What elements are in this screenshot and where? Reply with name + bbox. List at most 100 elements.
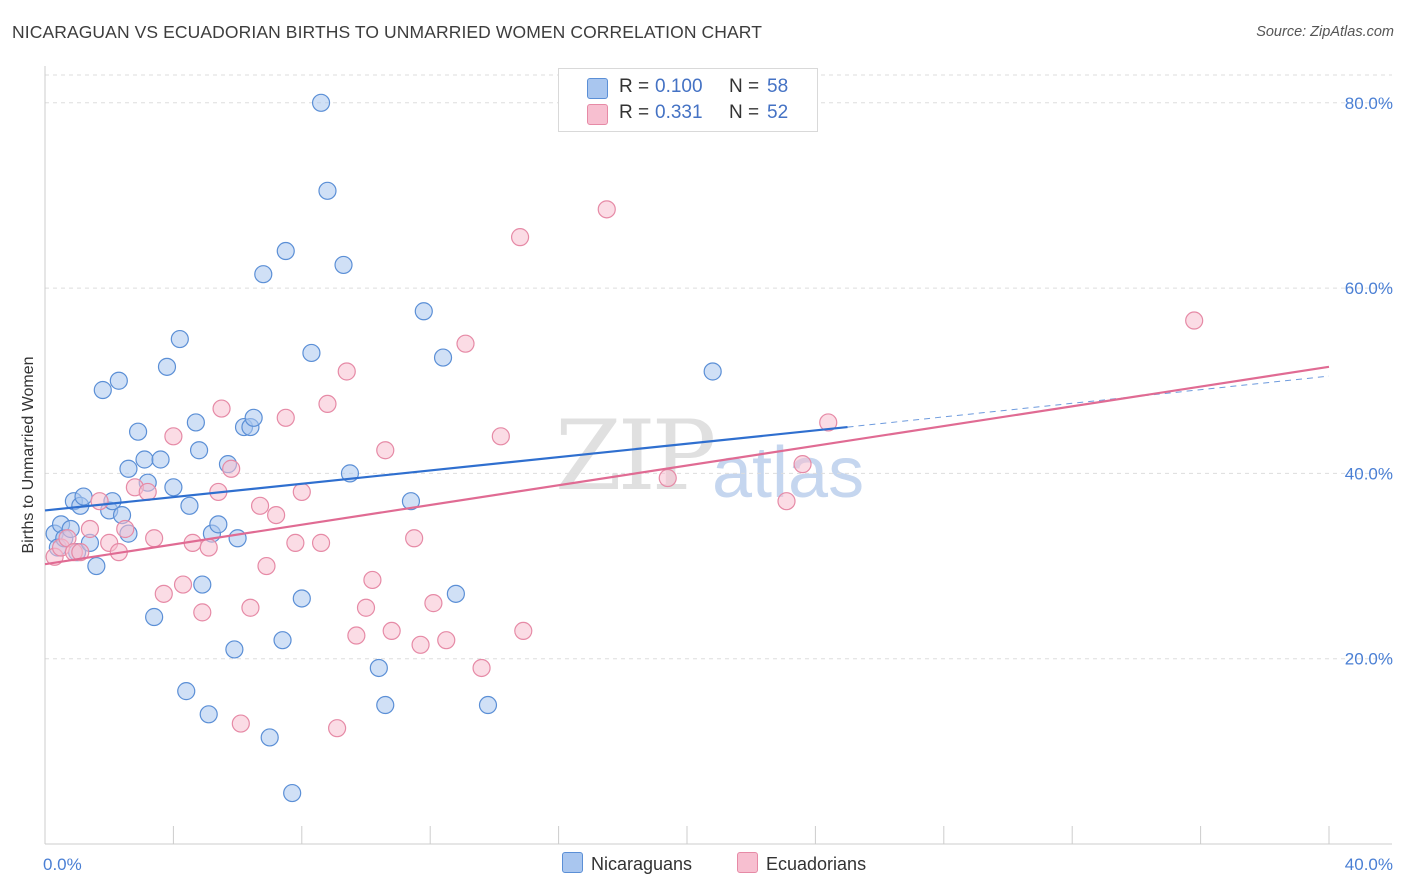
nicaraguan-point <box>276 241 295 261</box>
ecuadorian-point <box>116 519 135 539</box>
legend-n-value: 52 <box>767 102 789 123</box>
y-tick-label: 60.0% <box>1345 279 1393 298</box>
nicaraguan-point <box>225 640 244 659</box>
ecuadorian-point <box>145 529 164 548</box>
legend-row-nicaraguans: R = 0.100 N = 58 <box>559 75 817 101</box>
y-tick-label: 20.0% <box>1345 650 1393 669</box>
source-credit: Source: ZipAtlas.com <box>1256 24 1394 40</box>
ecuadorian-point <box>71 543 90 562</box>
nicaraguan-point <box>703 362 722 381</box>
ecuadorian-point <box>356 598 376 617</box>
nicaraguan-trend-line <box>44 425 848 512</box>
ecuadorian-point <box>658 468 677 488</box>
bottom-swatch-ecuadorians <box>737 852 758 873</box>
ecuadorian-point <box>257 556 276 576</box>
ecuadorian-point <box>437 631 456 650</box>
nicaraguan-point <box>244 408 263 427</box>
nicaraguan-point <box>254 265 273 284</box>
nicaraguan-point <box>311 93 331 112</box>
correlation-legend: R = 0.100 N = 58 R = 0.331 N = 52 <box>558 68 818 132</box>
nicaraguan-point <box>119 459 138 478</box>
ecuadorian-point <box>597 200 616 219</box>
bottom-legend-label: Nicaraguans <box>591 854 693 874</box>
y-tick-label: 80.0% <box>1345 94 1393 113</box>
nicaraguan-point <box>292 589 311 608</box>
ecuadorian-point <box>405 529 424 548</box>
nicaraguan-point <box>189 441 209 460</box>
ecuadorian-point <box>311 533 331 552</box>
nicaraguan-point <box>334 255 353 275</box>
nicaraguan-point <box>283 783 302 803</box>
nicaraguan-point <box>135 450 154 469</box>
ecuadorian-point <box>80 519 100 539</box>
bottom-legend-ecuadorians: Ecuadorians <box>737 852 866 875</box>
nicaraguan-point <box>199 705 218 724</box>
ecuadorian-point <box>514 621 533 641</box>
ecuadorian-point <box>138 482 157 502</box>
nicaraguan-point <box>128 422 148 441</box>
x-tick-label-start: 0.0% <box>43 855 82 874</box>
nicaraguan-point <box>414 302 433 321</box>
ecuadorian-point <box>241 598 260 617</box>
ecuadorian-point <box>424 594 443 613</box>
ecuadorian-point <box>250 496 270 515</box>
ecuadorian-point <box>328 719 347 738</box>
nicaraguan-point <box>164 478 183 497</box>
legend-n-label: N = <box>729 102 760 123</box>
nicaraguan-point <box>318 181 337 200</box>
ecuadorian-point <box>819 413 838 432</box>
nicaraguan-point <box>151 450 170 469</box>
legend-swatch-ecuadorians <box>587 104 608 125</box>
ecuadorian-trend-line <box>44 365 1330 566</box>
nicaraguan-point <box>478 695 498 715</box>
nicaraguan-point <box>401 492 421 511</box>
nicaraguan-point <box>87 556 106 576</box>
ecuadorian-point <box>472 658 491 678</box>
ecuadorian-point <box>292 482 311 502</box>
nicaraguan-point <box>109 371 128 390</box>
ecuadorian-point <box>491 427 510 446</box>
nicaraguan-point <box>157 357 177 376</box>
ecuadorian-point <box>90 492 109 511</box>
watermark-zip: ZIP <box>555 400 716 512</box>
nicaraguan-point <box>376 695 395 715</box>
ecuadorian-point <box>154 584 173 603</box>
ecuadorian-point <box>456 334 475 353</box>
nicaraguan-point <box>170 329 189 349</box>
x-tick-label-end: 40.0% <box>1345 855 1393 874</box>
nicaraguan-point <box>209 515 228 534</box>
legend-r-value: 0.100 <box>655 76 703 97</box>
ecuadorian-point <box>411 635 430 654</box>
ecuadorian-point <box>173 575 193 594</box>
bottom-legend-label: Ecuadorians <box>766 854 867 874</box>
ecuadorian-point <box>193 603 212 622</box>
ecuadorian-point <box>164 427 183 446</box>
legend-row-ecuadorians: R = 0.331 N = 52 <box>559 101 817 127</box>
nicaraguan-point <box>302 343 321 363</box>
ecuadorian-point <box>337 362 356 381</box>
legend-n-label: N = <box>729 76 760 97</box>
legend-swatch-nicaraguans <box>587 78 608 99</box>
legend-r-value: 0.331 <box>655 102 703 123</box>
nicaraguan-trend-extension <box>847 375 1330 428</box>
ecuadorian-point <box>1185 311 1204 330</box>
ecuadorian-point <box>777 492 796 511</box>
legend-n-value: 58 <box>767 76 789 97</box>
legend-r-label: R = <box>619 76 650 97</box>
nicaraguan-point <box>93 380 112 400</box>
ecuadorian-point <box>793 455 812 474</box>
nicaraguan-point <box>260 728 279 747</box>
nicaraguan-point <box>186 413 205 432</box>
ecuadorian-point <box>510 228 530 247</box>
nicaraguan-point <box>145 607 164 627</box>
chart-title: NICARAGUAN VS ECUADORIAN BIRTHS TO UNMAR… <box>12 22 762 42</box>
ecuadorian-point <box>212 399 231 418</box>
nicaraguan-point <box>74 487 93 506</box>
ecuadorian-point <box>286 533 305 552</box>
bottom-swatch-nicaraguans <box>562 852 583 873</box>
nicaraguan-point <box>433 348 453 367</box>
ecuadorian-point <box>382 621 401 641</box>
ecuadorian-point <box>363 570 382 590</box>
ecuadorian-point <box>222 459 241 478</box>
